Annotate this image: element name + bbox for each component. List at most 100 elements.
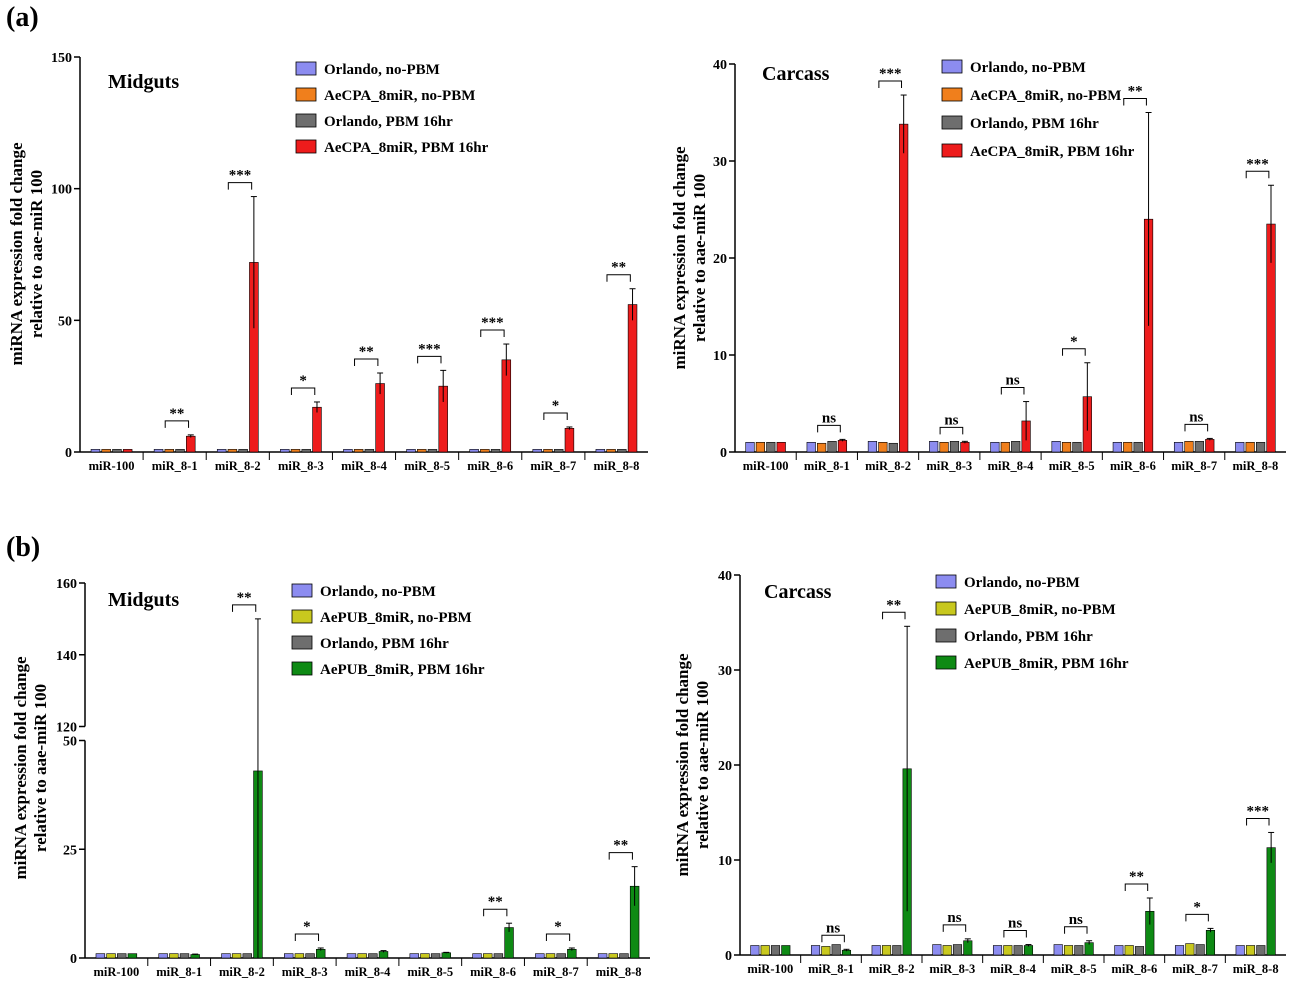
y-tick-label: 40 (718, 569, 732, 584)
legend-entry: AePUB_8miR, PBM 16hr (964, 656, 1129, 672)
y-tick-label: 30 (718, 664, 732, 679)
y-axis-label: miRNA expression fold change relative to … (7, 142, 46, 366)
bar (231, 953, 242, 959)
bar (1256, 945, 1266, 956)
bar (483, 953, 493, 959)
x-tick-label: miR_8-5 (404, 459, 450, 473)
bar (545, 953, 556, 959)
legend-swatch (291, 609, 313, 624)
significance-bracket (939, 426, 964, 435)
x-tick-label: miR_8-3 (929, 962, 975, 976)
bar (164, 449, 175, 453)
legend-entry: AeCPA_8miR, PBM 16hr (324, 140, 489, 156)
y-tick-label: 0 (65, 446, 72, 461)
bar (745, 441, 755, 453)
significance-bracket (942, 924, 967, 932)
x-tick-label: miR_8-8 (1233, 962, 1279, 976)
significance-bracket (817, 424, 841, 433)
legend-entry: Orlando, PBM 16hr (964, 629, 1093, 645)
bar (821, 946, 831, 956)
x-tick-label: miR_8-4 (990, 962, 1037, 976)
legend-entry: Orlando, no-PBM (324, 62, 440, 78)
legend-entry: AePUB_8miR, no-PBM (964, 602, 1116, 618)
legend-swatch (291, 583, 313, 598)
significance-bracket (821, 934, 845, 943)
significance-bracket (294, 933, 320, 941)
x-tick-label: miR_8-6 (1110, 459, 1156, 473)
significance-bracket (1064, 926, 1088, 934)
bar (831, 944, 841, 956)
bar (216, 449, 227, 453)
bar (817, 442, 827, 453)
bar (493, 953, 504, 959)
bar (1235, 441, 1245, 453)
significance-label: * (554, 919, 562, 935)
bar (409, 953, 419, 959)
significance-label: * (1070, 334, 1078, 350)
bar (949, 441, 960, 453)
significance-bracket (227, 182, 253, 190)
significance-bracket (1124, 883, 1149, 891)
chart-4: 0 10 20 30 40 Carcass miRNA expression fold ch… (673, 569, 1286, 976)
significance-label: ** (1128, 84, 1143, 100)
bar (280, 449, 290, 453)
bar (1011, 441, 1021, 453)
chart-title: Carcass (764, 581, 832, 603)
legend-entry: AeCPA_8miR, PBM 16hr (970, 144, 1135, 160)
bar (480, 449, 490, 453)
bar (1134, 946, 1145, 956)
legend-swatch (295, 61, 317, 76)
bar (1133, 441, 1143, 453)
bar (1061, 441, 1072, 453)
bar (837, 440, 848, 453)
x-tick-label: miR_8-1 (808, 962, 854, 976)
y-tick-label: 30 (713, 155, 727, 170)
bar (939, 441, 949, 453)
bar (1023, 945, 1034, 956)
significance-label: *** (481, 315, 504, 331)
panel-label-a: (a) (6, 2, 39, 33)
significance-label: ** (237, 590, 252, 606)
x-tick-label: miR_8-1 (156, 965, 202, 979)
bar (420, 953, 430, 959)
bar (301, 449, 311, 453)
bar (1000, 441, 1010, 453)
bar (564, 427, 575, 453)
bar (760, 945, 770, 956)
x-tick-label: miR-100 (747, 962, 793, 976)
bar (175, 449, 185, 453)
bar (619, 953, 629, 959)
bar (535, 953, 545, 959)
bar (878, 441, 888, 453)
y-label-line-2: relative to aae-miR 100 (31, 684, 50, 852)
y-axis-label: miRNA expression fold change relative to … (11, 656, 50, 880)
bar (1074, 945, 1084, 956)
bar (427, 449, 438, 453)
x-tick-label: miR_8-1 (152, 459, 198, 473)
significance-bracket (606, 274, 631, 282)
x-tick-label: miR_8-3 (926, 459, 972, 473)
significance-label: ns (944, 412, 958, 428)
y-axis-label: miRNA expression fold change relative to … (673, 653, 712, 877)
significance-label: * (299, 373, 307, 389)
bar (1185, 943, 1195, 956)
bar (1003, 945, 1013, 956)
y-tick-label: 120 (56, 721, 77, 736)
significance-label: ** (611, 260, 626, 276)
x-tick-label: miR_8-7 (1171, 459, 1217, 473)
bar (1174, 945, 1185, 956)
bar (1205, 929, 1216, 956)
bar (750, 945, 760, 956)
significance-label: ns (1008, 916, 1022, 932)
bar (294, 953, 305, 959)
bar (617, 449, 627, 453)
bar (95, 953, 106, 959)
bar (441, 952, 451, 959)
significance-bracket (1000, 387, 1025, 395)
significance-bracket (1245, 170, 1270, 179)
bar (1124, 945, 1134, 956)
significance-bracket (483, 908, 508, 917)
bar (1063, 945, 1074, 956)
x-tick-label: miR-100 (89, 459, 135, 473)
significance-bracket (1123, 98, 1147, 106)
